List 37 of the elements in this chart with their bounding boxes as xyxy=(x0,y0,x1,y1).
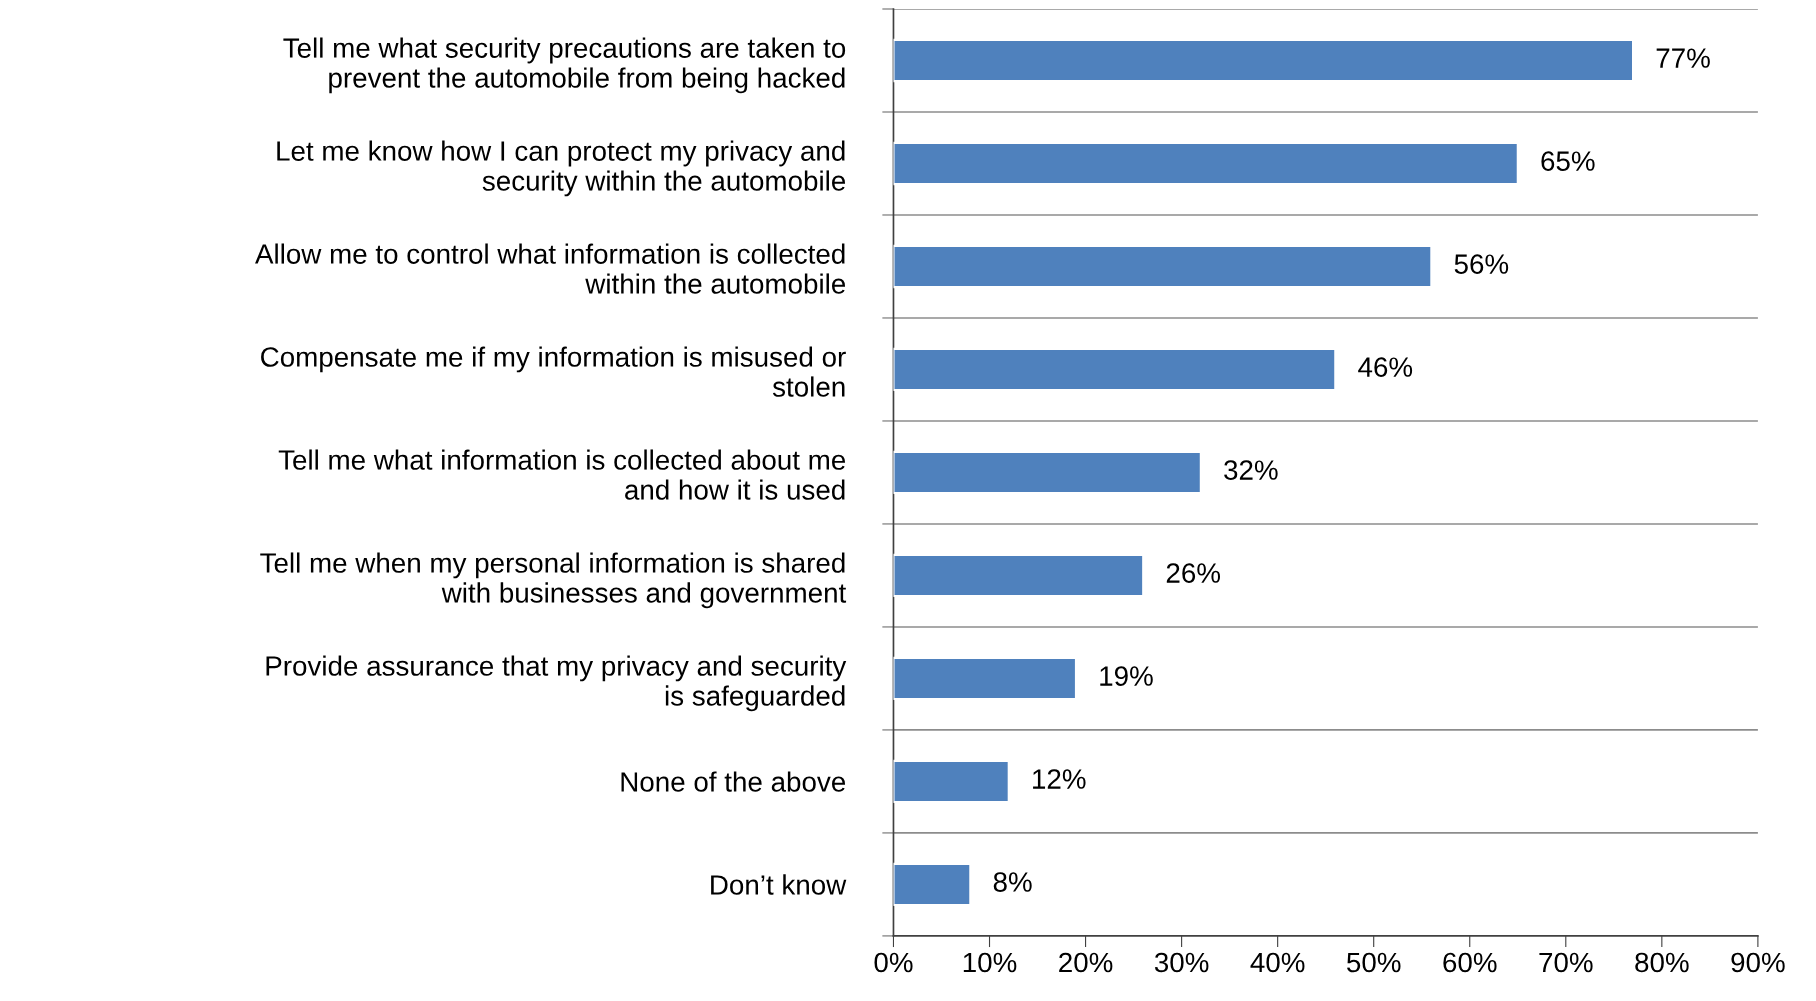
y-tick-label: Provide assurance that my privacy and security is safeguarded xyxy=(266,655,847,712)
y-tick-label: Tell me what security precautions are taken to prevent the automobile from being hacked xyxy=(283,37,846,94)
data-label: 46% xyxy=(1358,357,1413,377)
bar xyxy=(893,759,1010,804)
y-tick-label: Tell me what information is collected about me and how it is used xyxy=(278,449,846,500)
bar xyxy=(893,862,972,907)
x-tick-label: 70% xyxy=(1539,952,1593,973)
data-label: 32% xyxy=(1224,460,1278,480)
data-label: 56% xyxy=(1454,254,1509,274)
y-tick-label: None of the above xyxy=(621,771,846,792)
data-label: 19% xyxy=(1100,666,1153,686)
x-tick-label: 80% xyxy=(1635,952,1689,973)
y-tick-label: Don’t know xyxy=(711,874,847,895)
x-tick-label: 20% xyxy=(1059,952,1113,973)
y-tick-label: Allow me to control what information is collected within the automobile xyxy=(255,243,846,294)
data-label: 12% xyxy=(1033,769,1086,789)
x-tick-label: 90% xyxy=(1731,952,1785,973)
x-tick-label: 40% xyxy=(1250,952,1305,973)
bar xyxy=(893,347,1337,392)
x-tick-label: 30% xyxy=(1154,952,1209,973)
x-tick-label: 50% xyxy=(1347,952,1401,973)
y-tick-label: Tell me when my personal information is shared with businesses and government xyxy=(260,552,847,609)
bar xyxy=(893,656,1077,701)
data-label: 8% xyxy=(993,872,1032,892)
bar xyxy=(893,38,1635,83)
data-label: 65% xyxy=(1541,151,1595,171)
bar xyxy=(893,450,1202,495)
x-tick-label: 10% xyxy=(963,952,1017,973)
bar xyxy=(893,244,1433,289)
bar xyxy=(893,553,1145,598)
y-tick-label: Compensate me if my information is misused or stolen xyxy=(261,346,846,397)
bar xyxy=(893,141,1519,186)
data-label: 77% xyxy=(1656,48,1710,68)
y-tick-label: Let me know how I can protect my privacy and security within the automobile xyxy=(277,140,846,197)
data-label: 26% xyxy=(1166,563,1221,583)
x-tick-label: 0% xyxy=(874,952,913,973)
x-tick-label: 60% xyxy=(1443,952,1497,973)
